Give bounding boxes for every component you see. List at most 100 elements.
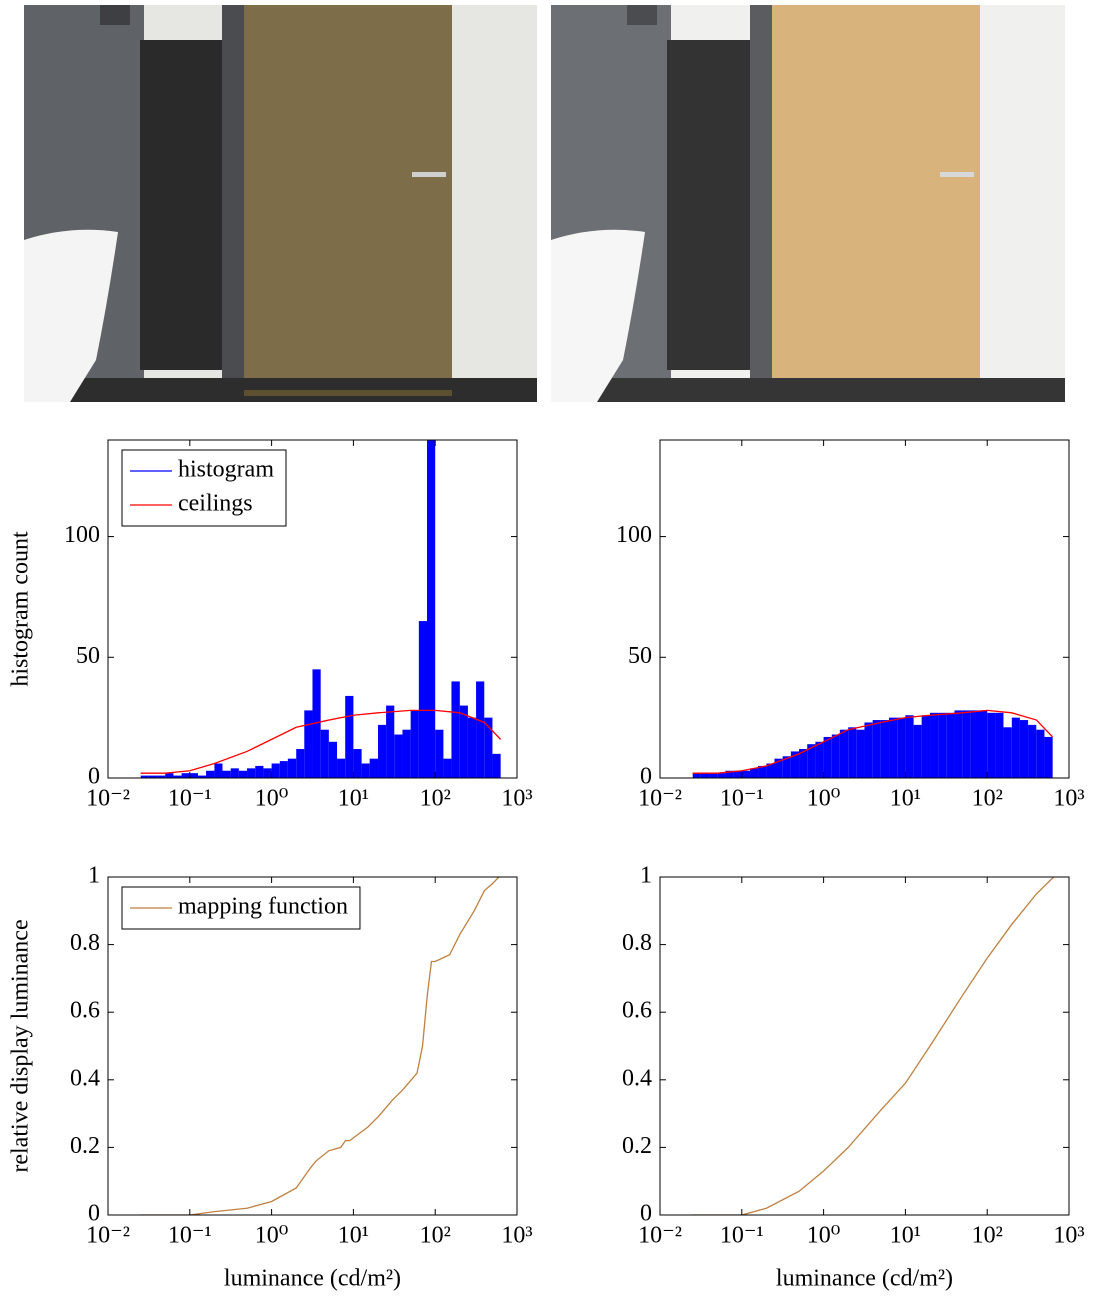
x-tick-label: 10² xyxy=(972,786,1003,812)
bar xyxy=(970,710,980,778)
x-tick-label: 10⁻² xyxy=(638,786,682,812)
bar xyxy=(484,717,493,778)
plot xyxy=(692,877,1055,1215)
handle xyxy=(940,172,974,177)
bar xyxy=(353,749,362,778)
handle xyxy=(412,172,446,177)
bar xyxy=(856,729,865,778)
bar xyxy=(459,705,468,778)
door-frame xyxy=(750,5,774,400)
bar xyxy=(1028,724,1037,778)
legend-label: histogram xyxy=(178,457,274,483)
door-edge xyxy=(244,390,452,396)
bar xyxy=(905,715,914,778)
x-tick-label: 10⁻¹ xyxy=(720,1223,764,1249)
bar xyxy=(255,765,264,778)
bar xyxy=(369,758,379,778)
x-tick-label: 10² xyxy=(972,1223,1003,1249)
bar xyxy=(320,729,329,778)
bar xyxy=(263,768,272,778)
x-tick-label: 10⁻¹ xyxy=(168,786,212,812)
y-tick-label: 0 xyxy=(88,764,100,790)
bar xyxy=(815,741,824,778)
x-tick-label: 10⁻¹ xyxy=(168,1223,212,1249)
photo-original xyxy=(24,5,537,402)
bar xyxy=(279,761,288,778)
bar xyxy=(394,734,403,778)
y-tick-label: 0.4 xyxy=(70,1065,100,1091)
legend-label: mapping function xyxy=(178,894,348,920)
door-frame xyxy=(222,5,246,400)
bar xyxy=(700,773,710,778)
bar xyxy=(173,775,182,778)
bar xyxy=(750,768,759,778)
bar xyxy=(954,710,963,778)
bar xyxy=(328,741,338,778)
y-tick-label: 0.4 xyxy=(622,1065,652,1091)
x-axis-label: luminance (cd/m²) xyxy=(776,1266,953,1292)
y-tick-label: 1 xyxy=(640,863,652,889)
y-tick-label: 0.2 xyxy=(622,1133,652,1159)
line xyxy=(692,877,1055,1215)
bar xyxy=(692,773,701,778)
x-axis-label: luminance (cd/m²) xyxy=(224,1266,401,1292)
bar xyxy=(165,773,174,778)
x-tick-label: 10³ xyxy=(1053,786,1084,812)
plot-frame xyxy=(659,876,1070,1216)
bar xyxy=(758,765,767,778)
y-tick-label: 0 xyxy=(640,764,652,790)
bar xyxy=(979,710,988,778)
bar xyxy=(766,763,775,778)
bar xyxy=(181,773,190,778)
x-tick-label: 10¹ xyxy=(338,786,369,812)
line xyxy=(692,709,1054,774)
y-axis-label: histogram count xyxy=(8,531,34,687)
plot xyxy=(140,877,500,1215)
door xyxy=(772,5,980,395)
y-tick-label: 1 xyxy=(88,863,100,889)
bar xyxy=(198,775,207,778)
y-tick-label: 50 xyxy=(628,643,652,669)
legend-label: ceilings xyxy=(178,491,253,517)
y-tick-label: 0.8 xyxy=(622,930,652,956)
bar xyxy=(921,715,931,778)
photo-mapped xyxy=(551,5,1065,402)
sign xyxy=(100,5,130,25)
bar xyxy=(492,753,501,778)
bar xyxy=(741,770,751,778)
x-tick-label: 10¹ xyxy=(338,1223,369,1249)
bar xyxy=(402,729,411,778)
sign xyxy=(627,5,657,25)
y-tick-label: 50 xyxy=(76,643,100,669)
bar xyxy=(897,717,906,778)
x-tick-label: 10² xyxy=(420,1223,451,1249)
bar xyxy=(214,763,223,778)
bar xyxy=(287,758,297,778)
bar xyxy=(222,770,231,778)
line xyxy=(140,709,502,774)
bar xyxy=(361,763,370,778)
chair xyxy=(24,229,118,402)
plot xyxy=(692,709,1054,778)
y-tick-label: 0.8 xyxy=(70,930,100,956)
plot-frame xyxy=(107,876,518,1216)
bar xyxy=(995,712,1004,778)
bar xyxy=(476,681,485,778)
bar xyxy=(831,734,840,778)
bar xyxy=(1003,727,1012,778)
bar xyxy=(467,717,477,778)
bar xyxy=(864,722,873,778)
bar xyxy=(189,773,199,778)
bar xyxy=(872,720,881,778)
bar xyxy=(1019,720,1029,778)
bookshelf xyxy=(140,40,230,370)
x-tick-label: 10⁰ xyxy=(807,786,841,812)
bar xyxy=(962,710,971,778)
line xyxy=(140,877,500,1215)
legend xyxy=(121,449,287,527)
bar xyxy=(206,770,215,778)
bar xyxy=(386,705,395,778)
y-axis-label: relative display luminance xyxy=(8,919,34,1172)
bar xyxy=(733,770,742,778)
